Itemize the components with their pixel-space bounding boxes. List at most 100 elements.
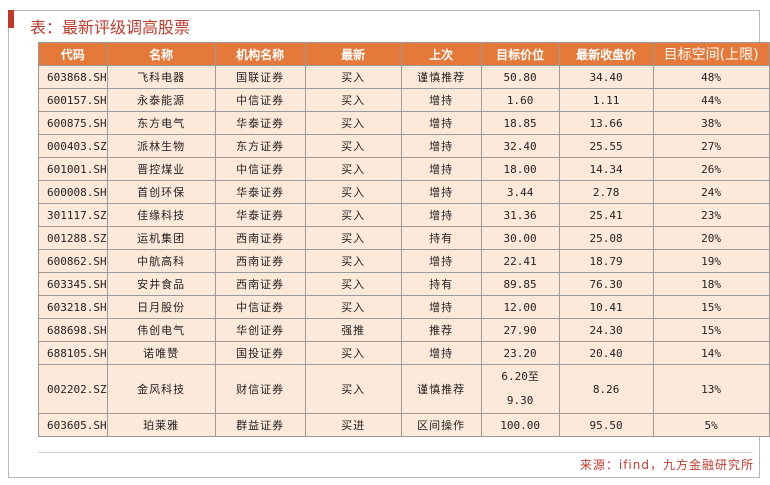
cell-space: 19% xyxy=(652,249,770,273)
cell-previous: 增持 xyxy=(400,203,482,227)
cell-name: 派林生物 xyxy=(106,134,216,158)
cell-previous: 谨慎推荐 xyxy=(400,364,482,414)
header-close: 最新收盘价 xyxy=(558,42,654,66)
cell-space: 24% xyxy=(652,180,770,204)
cell-name: 运机集团 xyxy=(106,226,216,250)
table-header-row: 代码 名称 机构名称 最新 上次 目标价位 最新收盘价 目标空间(上限) xyxy=(38,42,770,66)
cell-previous: 谨慎推荐 xyxy=(400,65,482,89)
cell-name: 晋控煤业 xyxy=(106,157,216,181)
cell-close: 20.40 xyxy=(558,341,654,365)
cell-org: 西南证券 xyxy=(214,249,306,273)
cell-org: 华泰证券 xyxy=(214,203,306,227)
table-row: 688698.SH 伟创电气 华创证券 强推 推荐 27.90 24.30 15… xyxy=(38,318,770,342)
cell-close: 8.26 xyxy=(558,364,654,414)
cell-previous: 增持 xyxy=(400,180,482,204)
cell-previous: 推荐 xyxy=(400,318,482,342)
cell-previous: 增持 xyxy=(400,341,482,365)
cell-previous: 增持 xyxy=(400,111,482,135)
table-row: 001288.SZ 运机集团 西南证券 买入 持有 30.00 25.08 20… xyxy=(38,226,770,250)
table-row: 603868.SH 飞科电器 国联证券 买入 谨慎推荐 50.80 34.40 … xyxy=(38,65,770,89)
table-row: 603345.SH 安井食品 西南证券 买入 持有 89.85 76.30 18… xyxy=(38,272,770,296)
cell-target: 100.00 xyxy=(480,413,560,437)
cell-target: 27.90 xyxy=(480,318,560,342)
cell-code: 600862.SH xyxy=(38,249,108,273)
cell-org: 中信证券 xyxy=(214,295,306,319)
cell-space: 15% xyxy=(652,295,770,319)
page-title: 表：最新评级调高股票 xyxy=(30,18,191,37)
header-target: 目标价位 xyxy=(480,42,560,66)
cell-code: 603868.SH xyxy=(38,65,108,89)
table-row: 000403.SZ 派林生物 东方证券 买入 增持 32.40 25.55 27… xyxy=(38,134,770,158)
cell-previous: 增持 xyxy=(400,157,482,181)
cell-latest: 买入 xyxy=(304,134,402,158)
cell-org: 华创证券 xyxy=(214,318,306,342)
cell-close: 14.34 xyxy=(558,157,654,181)
cell-latest: 买入 xyxy=(304,88,402,112)
cell-close: 2.78 xyxy=(558,180,654,204)
cell-target: 18.85 xyxy=(480,111,560,135)
table-row: 603605.SH 珀莱雅 群益证券 买进 区间操作 100.00 95.50 … xyxy=(38,413,770,437)
cell-target: 1.60 xyxy=(480,88,560,112)
cell-latest: 强推 xyxy=(304,318,402,342)
table-row: 600008.SH 首创环保 华泰证券 买入 增持 3.44 2.78 24% xyxy=(38,180,770,204)
table-row: 688105.SH 诺唯赞 国投证券 买入 增持 23.20 20.40 14% xyxy=(38,341,770,365)
cell-org: 国联证券 xyxy=(214,65,306,89)
table-row: 601001.SH 晋控煤业 中信证券 买入 增持 18.00 14.34 26… xyxy=(38,157,770,181)
cell-target: 18.00 xyxy=(480,157,560,181)
cell-code: 603605.SH xyxy=(38,413,108,437)
cell-previous: 持有 xyxy=(400,226,482,250)
cell-name: 日月股份 xyxy=(106,295,216,319)
title-accent-bar xyxy=(8,10,14,28)
cell-name: 珀莱雅 xyxy=(106,413,216,437)
cell-close: 18.79 xyxy=(558,249,654,273)
header-name: 名称 xyxy=(106,42,216,66)
cell-latest: 买入 xyxy=(304,226,402,250)
cell-previous: 增持 xyxy=(400,134,482,158)
cell-space: 48% xyxy=(652,65,770,89)
cell-name: 伟创电气 xyxy=(106,318,216,342)
cell-close: 13.66 xyxy=(558,111,654,135)
cell-name: 金风科技 xyxy=(106,364,216,414)
cell-org: 中信证券 xyxy=(214,157,306,181)
header-latest: 最新 xyxy=(304,42,402,66)
cell-close: 34.40 xyxy=(558,65,654,89)
cell-target: 22.41 xyxy=(480,249,560,273)
cell-org: 中信证券 xyxy=(214,88,306,112)
cell-close: 25.41 xyxy=(558,203,654,227)
cell-previous: 区间操作 xyxy=(400,413,482,437)
cell-target: 30.00 xyxy=(480,226,560,250)
cell-latest: 买进 xyxy=(304,413,402,437)
cell-space: 26% xyxy=(652,157,770,181)
cell-previous: 增持 xyxy=(400,295,482,319)
cell-target: 31.36 xyxy=(480,203,560,227)
table-row: 002202.SZ 金风科技 财信证券 买入 谨慎推荐 6.20至 9.30 8… xyxy=(38,364,770,414)
cell-name: 永泰能源 xyxy=(106,88,216,112)
header-org: 机构名称 xyxy=(214,42,306,66)
cell-code: 000403.SZ xyxy=(38,134,108,158)
cell-org: 华泰证券 xyxy=(214,111,306,135)
cell-code: 603345.SH xyxy=(38,272,108,296)
table-row: 600862.SH 中航高科 西南证券 买入 增持 22.41 18.79 19… xyxy=(38,249,770,273)
cell-code: 603218.SH xyxy=(38,295,108,319)
cell-target: 23.20 xyxy=(480,341,560,365)
cell-code: 688105.SH xyxy=(38,341,108,365)
table-row: 600157.SH 永泰能源 中信证券 买入 增持 1.60 1.11 44% xyxy=(38,88,770,112)
cell-code: 001288.SZ xyxy=(38,226,108,250)
cell-latest: 买入 xyxy=(304,341,402,365)
cell-space: 20% xyxy=(652,226,770,250)
cell-latest: 买入 xyxy=(304,203,402,227)
cell-latest: 买入 xyxy=(304,364,402,414)
cell-close: 76.30 xyxy=(558,272,654,296)
cell-target-range: 6.20至 9.30 xyxy=(480,364,560,414)
cell-target: 50.80 xyxy=(480,65,560,89)
cell-org: 财信证券 xyxy=(214,364,306,414)
rating-upgrade-table: 代码 名称 机构名称 最新 上次 目标价位 最新收盘价 目标空间(上限) 603… xyxy=(38,42,770,437)
cell-name: 飞科电器 xyxy=(106,65,216,89)
source-note: 来源：ifind，九方金融研究所 xyxy=(579,458,754,472)
cell-latest: 买入 xyxy=(304,272,402,296)
cell-target: 89.85 xyxy=(480,272,560,296)
cell-name: 诺唯赞 xyxy=(106,341,216,365)
cell-latest: 买入 xyxy=(304,180,402,204)
cell-target: 32.40 xyxy=(480,134,560,158)
target-range-high: 9.30 xyxy=(506,394,534,407)
